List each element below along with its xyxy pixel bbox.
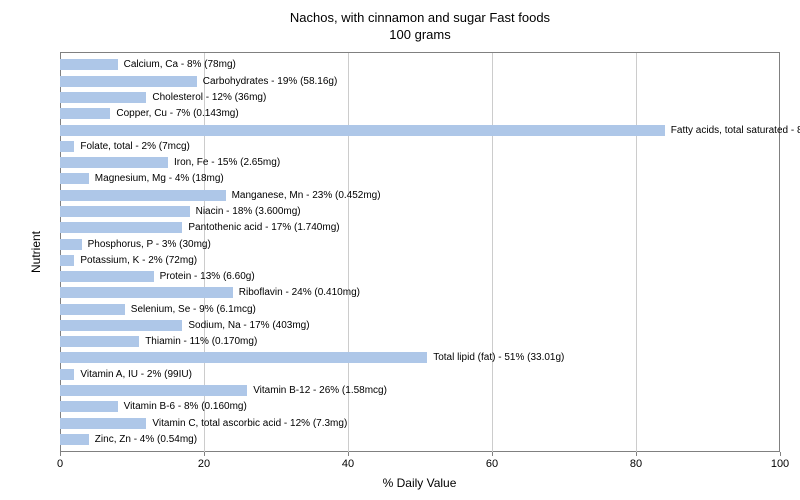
bar-label: Potassium, K - 2% (72mg) xyxy=(80,255,197,266)
bar xyxy=(60,352,427,363)
bar xyxy=(60,108,110,119)
x-tick-mark xyxy=(636,452,637,456)
bar-label: Vitamin B-12 - 26% (1.58mcg) xyxy=(253,385,387,396)
bar-row: Protein - 13% (6.60g) xyxy=(60,270,779,284)
x-tick-mark xyxy=(492,452,493,456)
bar xyxy=(60,239,82,250)
x-axis-label: % Daily Value xyxy=(383,476,457,490)
x-tick-mark xyxy=(60,452,61,456)
bar-row: Sodium, Na - 17% (403mg) xyxy=(60,318,779,332)
axis-bottom xyxy=(60,451,779,452)
x-tick-label: 20 xyxy=(198,458,210,470)
x-tick-label: 80 xyxy=(630,458,642,470)
bar-row: Selenium, Se - 9% (6.1mcg) xyxy=(60,302,779,316)
bar xyxy=(60,206,190,217)
bar-label: Riboflavin - 24% (0.410mg) xyxy=(239,287,360,298)
x-tick-mark xyxy=(780,452,781,456)
x-tick-mark xyxy=(348,452,349,456)
x-tick-label: 40 xyxy=(342,458,354,470)
bar-label: Niacin - 18% (3.600mg) xyxy=(196,206,301,217)
bar-label: Carbohydrates - 19% (58.16g) xyxy=(203,76,338,87)
bar-row: Phosphorus, P - 3% (30mg) xyxy=(60,237,779,251)
title-line-1: Nachos, with cinnamon and sugar Fast foo… xyxy=(290,10,550,25)
bar-row: Calcium, Ca - 8% (78mg) xyxy=(60,58,779,72)
bar-label: Iron, Fe - 15% (2.65mg) xyxy=(174,157,280,168)
bar-label: Vitamin A, IU - 2% (99IU) xyxy=(80,369,192,380)
bar-row: Zinc, Zn - 4% (0.54mg) xyxy=(60,432,779,446)
bar-label: Manganese, Mn - 23% (0.452mg) xyxy=(232,190,381,201)
bar-row: Iron, Fe - 15% (2.65mg) xyxy=(60,156,779,170)
bar-label: Copper, Cu - 7% (0.143mg) xyxy=(116,108,238,119)
bar xyxy=(60,222,182,233)
bar xyxy=(60,271,154,282)
bar-label: Total lipid (fat) - 51% (33.01g) xyxy=(433,352,564,363)
bars-container: Calcium, Ca - 8% (78mg) Carbohydrates - 1… xyxy=(60,57,779,448)
bar xyxy=(60,59,118,70)
bar-row: Cholesterol - 12% (36mg) xyxy=(60,90,779,104)
bar xyxy=(60,418,146,429)
bar xyxy=(60,369,74,380)
bar-row: Manganese, Mn - 23% (0.452mg) xyxy=(60,188,779,202)
bar-row: Potassium, K - 2% (72mg) xyxy=(60,253,779,267)
bar-label: Calcium, Ca - 8% (78mg) xyxy=(124,59,236,70)
bar-label: Zinc, Zn - 4% (0.54mg) xyxy=(95,434,197,445)
bar-label: Sodium, Na - 17% (403mg) xyxy=(188,320,309,331)
bar xyxy=(60,401,118,412)
bar-row: Vitamin A, IU - 2% (99IU) xyxy=(60,367,779,381)
bar xyxy=(60,320,182,331)
x-tick-label: 60 xyxy=(486,458,498,470)
bar xyxy=(60,173,89,184)
bar-row: Vitamin B-12 - 26% (1.58mcg) xyxy=(60,384,779,398)
bar-row: Fatty acids, total saturated - 84% (16.7… xyxy=(60,123,779,137)
bar-row: Niacin - 18% (3.600mg) xyxy=(60,204,779,218)
bar xyxy=(60,304,125,315)
bar-label: Thiamin - 11% (0.170mg) xyxy=(145,336,257,347)
bar-row: Folate, total - 2% (7mcg) xyxy=(60,139,779,153)
bar xyxy=(60,287,233,298)
y-axis-label: Nutrient xyxy=(29,231,43,273)
nutrient-chart: Nachos, with cinnamon and sugar Fast foo… xyxy=(0,0,800,500)
bar xyxy=(60,157,168,168)
bar xyxy=(60,190,226,201)
bar xyxy=(60,76,197,87)
bar-row: Riboflavin - 24% (0.410mg) xyxy=(60,286,779,300)
title-line-2: 100 grams xyxy=(389,27,450,42)
bar-row: Carbohydrates - 19% (58.16g) xyxy=(60,74,779,88)
bar xyxy=(60,125,665,136)
bar-label: Magnesium, Mg - 4% (18mg) xyxy=(95,173,224,184)
bar-label: Protein - 13% (6.60g) xyxy=(160,271,255,282)
bar-label: Pantothenic acid - 17% (1.740mg) xyxy=(188,222,339,233)
bar xyxy=(60,434,89,445)
bar-row: Copper, Cu - 7% (0.143mg) xyxy=(60,107,779,121)
bar xyxy=(60,336,139,347)
bar-row: Total lipid (fat) - 51% (33.01g) xyxy=(60,351,779,365)
bar-label: Selenium, Se - 9% (6.1mcg) xyxy=(131,304,256,315)
bar xyxy=(60,141,74,152)
x-tick-label: 100 xyxy=(771,458,789,470)
bar-label: Vitamin C, total ascorbic acid - 12% (7.… xyxy=(152,418,347,429)
bar-label: Cholesterol - 12% (36mg) xyxy=(152,92,266,103)
plot-area: Nutrient % Daily Value 020406080100 Calc… xyxy=(60,52,780,452)
bar-row: Vitamin B-6 - 8% (0.160mg) xyxy=(60,400,779,414)
x-tick-mark xyxy=(204,452,205,456)
bar xyxy=(60,92,146,103)
x-tick-label: 0 xyxy=(57,458,63,470)
bar-row: Vitamin C, total ascorbic acid - 12% (7.… xyxy=(60,416,779,430)
bar-label: Vitamin B-6 - 8% (0.160mg) xyxy=(124,401,247,412)
chart-title: Nachos, with cinnamon and sugar Fast foo… xyxy=(60,10,780,44)
bar xyxy=(60,255,74,266)
bar-label: Fatty acids, total saturated - 84% (16.7… xyxy=(671,125,800,136)
bar-row: Magnesium, Mg - 4% (18mg) xyxy=(60,172,779,186)
bar xyxy=(60,385,247,396)
bar-row: Pantothenic acid - 17% (1.740mg) xyxy=(60,221,779,235)
bar-label: Phosphorus, P - 3% (30mg) xyxy=(88,239,211,250)
bar-row: Thiamin - 11% (0.170mg) xyxy=(60,335,779,349)
bar-label: Folate, total - 2% (7mcg) xyxy=(80,141,189,152)
